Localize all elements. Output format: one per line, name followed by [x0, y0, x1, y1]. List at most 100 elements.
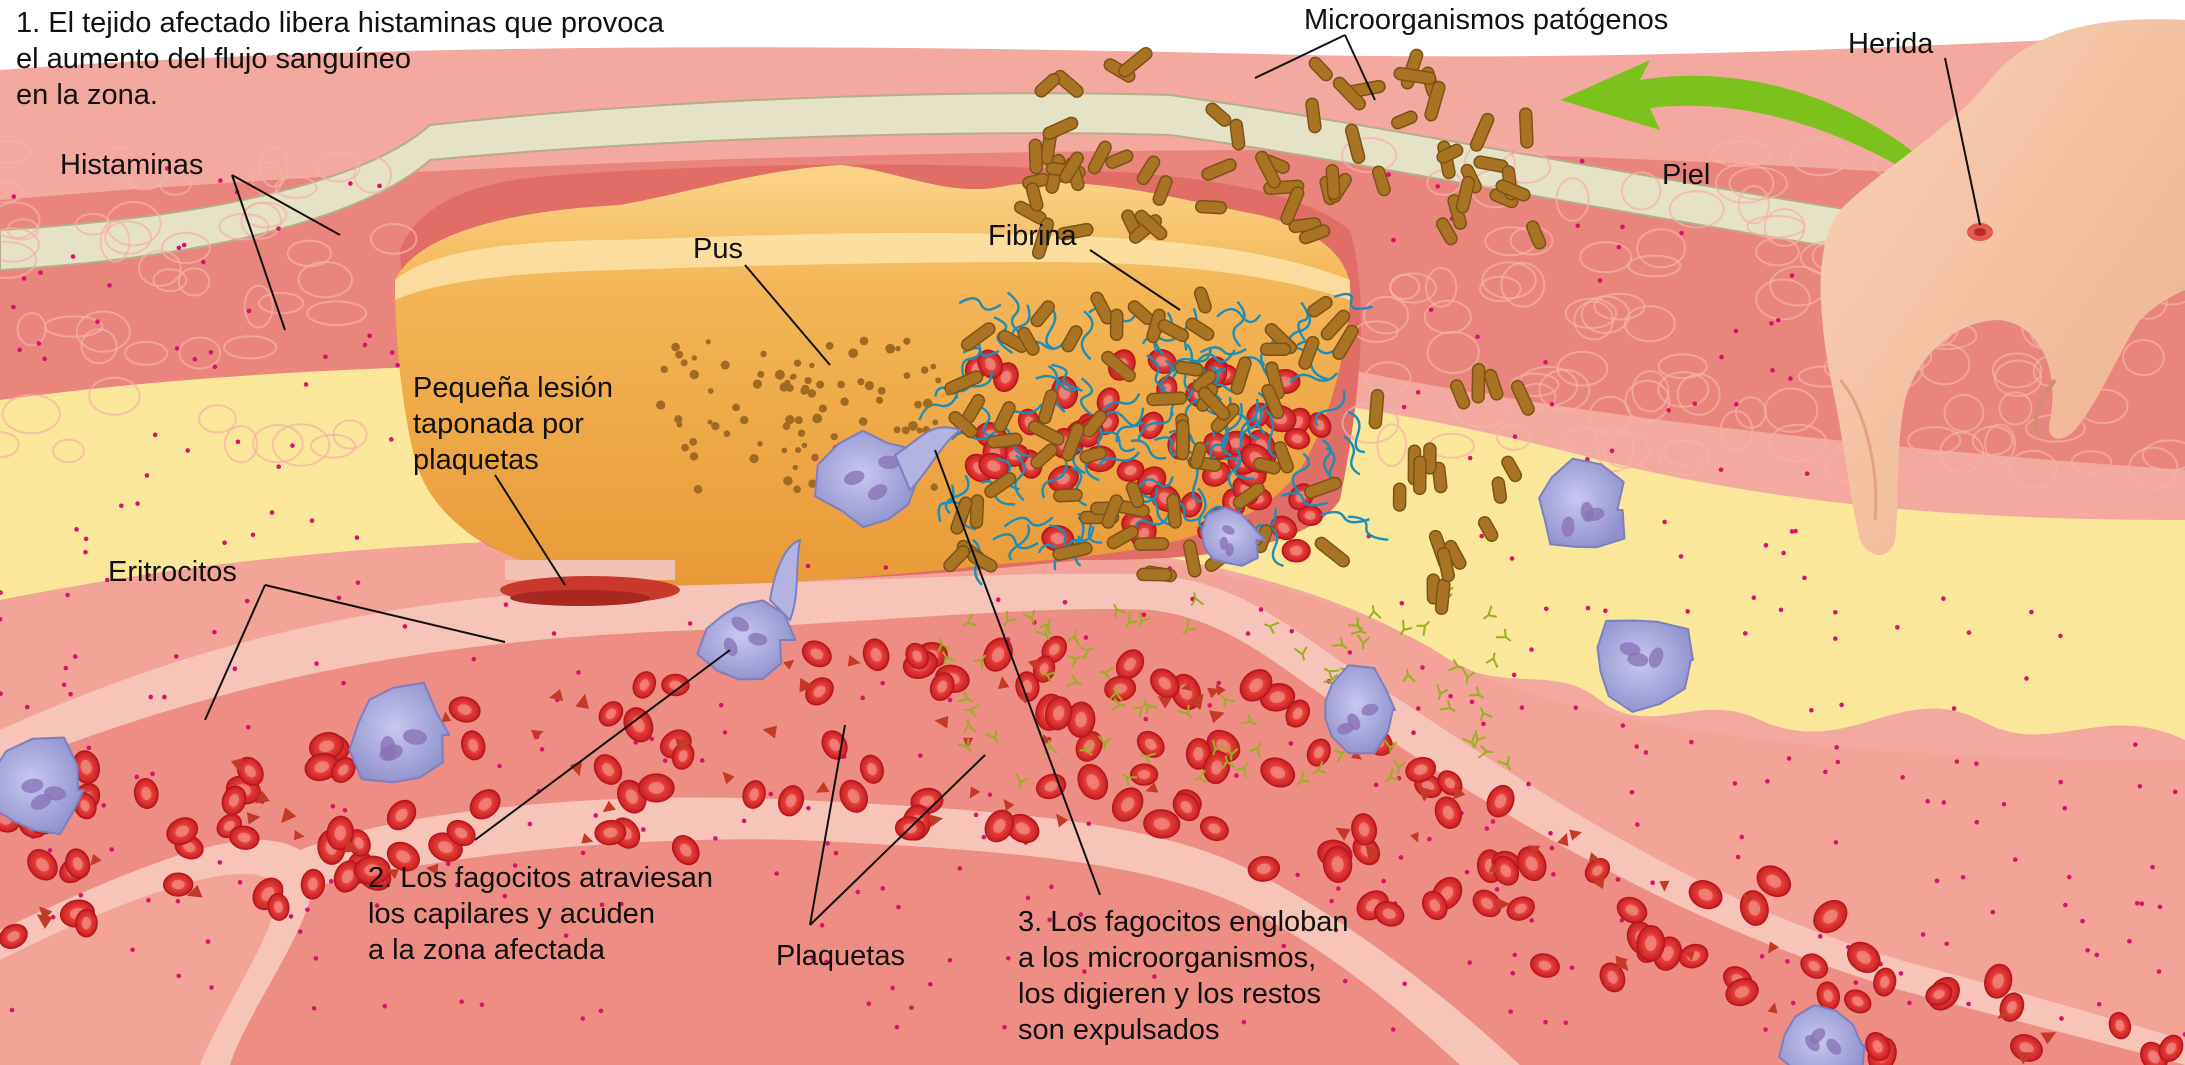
erythrocyte [598, 701, 624, 727]
erythrocyte [1756, 865, 1792, 898]
histamine-dot [1289, 628, 1295, 634]
tissue-cell [1755, 278, 1811, 321]
erythrocyte [1239, 669, 1273, 702]
histamine-dot [459, 999, 464, 1004]
debris-particle [711, 421, 720, 431]
debris-fragment [964, 703, 980, 718]
histamine-dot [1739, 834, 1745, 840]
erythrocyte [1306, 738, 1331, 767]
bacterium [1265, 361, 1285, 400]
histamine-dot [235, 439, 241, 445]
debris-particle [922, 398, 933, 409]
erythrocyte [221, 785, 247, 816]
bacterium [1175, 419, 1190, 461]
histamine-dot [1333, 927, 1339, 933]
histamine-dot [1025, 895, 1031, 901]
debris-fragment [1356, 634, 1371, 650]
histamine-dot [1549, 401, 1555, 407]
fibrin-strand [992, 533, 1039, 550]
histamine-dot [1062, 600, 1068, 605]
histamine-dot [1047, 917, 1052, 923]
histamine-dot [402, 624, 408, 629]
platelet [1206, 687, 1221, 699]
erythrocyte [1516, 846, 1547, 882]
histamine-dot [824, 959, 829, 965]
platelet [1145, 782, 1159, 793]
bacterium [1510, 379, 1535, 416]
bacterium [1030, 443, 1058, 470]
erythrocyte [1636, 925, 1666, 962]
histamine-dot [2063, 902, 2068, 908]
bacterium [1031, 217, 1055, 260]
tissue-cell [1588, 395, 1632, 437]
debris-particle [945, 389, 952, 396]
debris-particle [691, 355, 697, 361]
erythrocyte [166, 817, 199, 846]
histamine-dot [699, 758, 705, 763]
debris-particle [812, 413, 823, 424]
histamine-dot [819, 923, 825, 928]
debris-fragment [1482, 605, 1497, 620]
histamine-dot [1347, 650, 1353, 655]
erythrocyte [1688, 880, 1723, 910]
histamine-dot [1086, 821, 1092, 826]
histamine-dot [1895, 625, 1900, 630]
histamine-dot [1469, 699, 1475, 705]
erythrocyte [1203, 750, 1231, 785]
histamine-dot [72, 654, 78, 659]
debris-fragment [1436, 683, 1449, 700]
histamine-dot [1802, 575, 1807, 581]
erythrocyte [1405, 756, 1437, 783]
erythrocyte [1844, 989, 1872, 1014]
debris-particle [705, 339, 711, 345]
erythrocyte [1984, 963, 2013, 999]
bacterium [1368, 388, 1385, 430]
histamine-dot [1765, 779, 1770, 784]
pus-highlight [395, 232, 1350, 300]
bacterium [1332, 76, 1366, 111]
debris-fragment [937, 638, 951, 653]
tissue-cell [1755, 237, 1800, 267]
erythrocyte [326, 815, 354, 851]
fibrin-strand [1197, 487, 1207, 534]
histamine-dot [1650, 880, 1655, 886]
erythrocyte [460, 730, 486, 761]
tissue-cell [1362, 295, 1410, 335]
tissue-cell [152, 268, 188, 293]
debris-fragment [1124, 612, 1138, 628]
tissue-cell [1790, 136, 1850, 177]
histamine-dot [1603, 608, 1608, 614]
debris-particle [675, 350, 684, 359]
debris-particle [794, 416, 803, 425]
histamine-dot [649, 736, 655, 742]
debris-particle [757, 441, 763, 447]
bacterium [1477, 516, 1499, 542]
histamine-dot [2059, 1016, 2064, 1021]
histamine-dot [1411, 730, 1416, 736]
tissue-cell [2122, 339, 2165, 377]
histamine-dot [50, 914, 56, 920]
histamine-dot [330, 804, 336, 809]
histamine-dot [305, 907, 310, 913]
debris-particle [837, 380, 846, 389]
debris-particle [656, 400, 666, 410]
platelet [1410, 831, 1419, 843]
erythrocyte [1199, 816, 1229, 842]
erythrocyte [983, 637, 1013, 672]
platelet [1767, 1002, 1778, 1014]
tissue-cell [315, 151, 361, 183]
debris-fragment [1138, 611, 1150, 628]
histamine-dot [1751, 595, 1757, 601]
histamine-dot [395, 362, 400, 368]
histamine-dot [174, 346, 180, 351]
debris-fragment [1293, 646, 1308, 661]
histamine-dot [1597, 278, 1603, 283]
platelet [815, 781, 830, 793]
histamine-dot [341, 680, 346, 686]
platelet [90, 853, 102, 866]
histamine-dot [1941, 800, 1947, 805]
histamine-dot [2058, 779, 2063, 785]
label-pus: Pus [693, 233, 743, 265]
histamine-dot [9, 1007, 15, 1013]
histamine-dot [303, 382, 309, 387]
